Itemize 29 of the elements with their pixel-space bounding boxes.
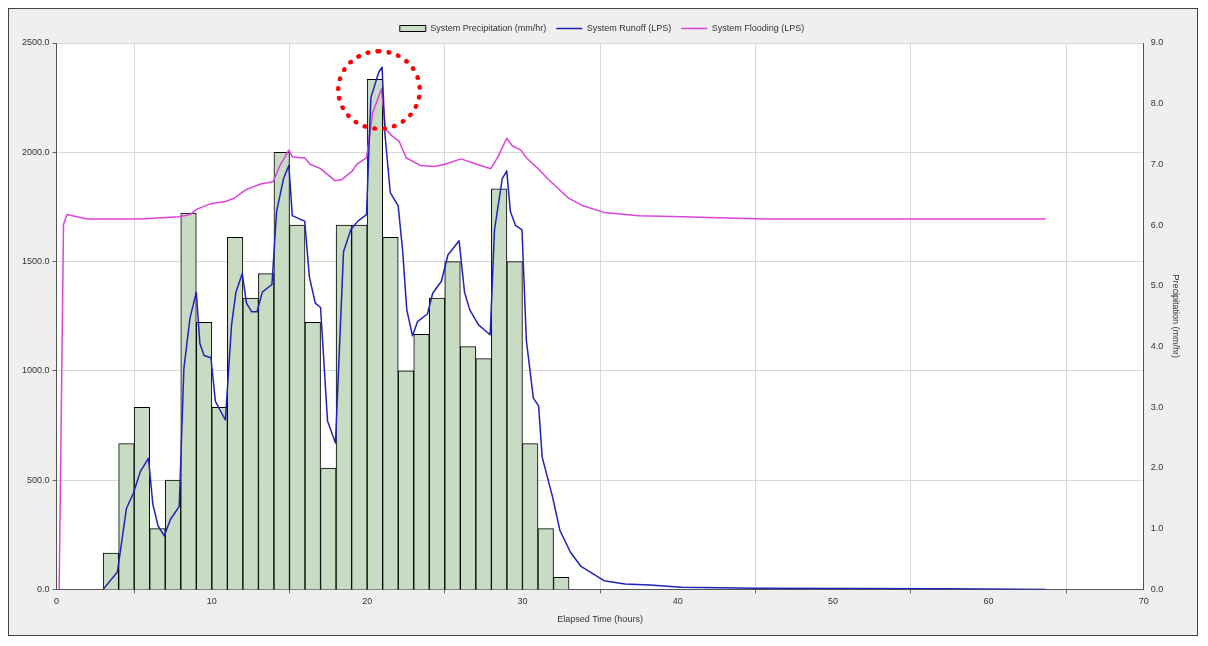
- y2-tick-label: 3.0: [1150, 401, 1164, 412]
- y-tick-label: 2500.0: [22, 37, 50, 48]
- x-tick-label: 0: [54, 596, 60, 607]
- y-tick-label: 2000.0: [22, 146, 50, 157]
- x-tick-label: 70: [1138, 596, 1149, 607]
- y2-tick-label: 4.0: [1150, 341, 1164, 352]
- x-tick-label: 60: [983, 596, 994, 607]
- y-tick-label: 0.0: [37, 583, 50, 594]
- y2-tick-label: 7.0: [1150, 158, 1164, 169]
- y2-tick-label: 9.0: [1150, 37, 1164, 48]
- y2-tick-label: 8.0: [1150, 98, 1164, 109]
- legend-label: System Flooding (LPS): [711, 22, 805, 33]
- y2-axis-title: Precipitation (mm/hr): [1171, 274, 1182, 358]
- x-tick-label: 30: [517, 596, 528, 607]
- legend-label: System Runoff (LPS): [586, 22, 672, 33]
- x-tick-label: 10: [206, 596, 217, 607]
- y-tick-label: 1500.0: [22, 256, 50, 267]
- x-tick-label: 50: [828, 596, 839, 607]
- y2-tick-label: 2.0: [1150, 462, 1164, 473]
- x-axis-title: Elapsed Time (hours): [557, 614, 643, 625]
- x-tick-label: 40: [672, 596, 683, 607]
- legend-label: System Precipitation (mm/hr): [430, 22, 547, 33]
- y2-tick-label: 1.0: [1150, 523, 1164, 534]
- y2-tick-label: 6.0: [1150, 219, 1164, 230]
- y2-tick-label: 0.0: [1150, 583, 1164, 594]
- y2-tick-label: 5.0: [1150, 280, 1164, 291]
- y-tick-label: 500.0: [27, 474, 50, 485]
- x-tick-label: 20: [362, 596, 373, 607]
- y-tick-label: 1000.0: [22, 365, 50, 376]
